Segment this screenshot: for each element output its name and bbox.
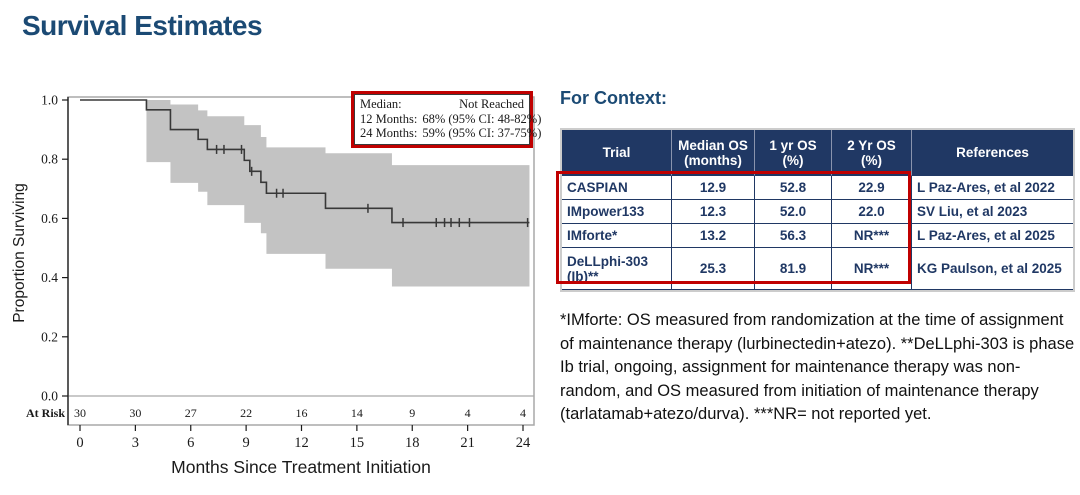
y-axis-title: Proportion Surviving (11, 183, 28, 323)
table-cell: DeLLphi-303 (Ib)** (562, 248, 672, 290)
x-tick-label: 18 (405, 435, 420, 451)
table-cell: 13.2 (672, 224, 755, 248)
x-tick-label: 6 (187, 435, 194, 451)
at-risk-label: At Risk (26, 406, 65, 420)
table-cell: IMforte* (562, 224, 672, 248)
y-tick-label: 0.4 (41, 270, 58, 285)
annotation-value: 59% (95% CI: 37-75%) (422, 126, 542, 140)
annotation-label: Median: (360, 97, 402, 111)
at-risk-count: 16 (295, 406, 307, 420)
y-tick-label: 0.6 (41, 211, 58, 226)
at-risk-count: 4 (465, 406, 471, 420)
annotation-label: 24 Months: (360, 126, 418, 140)
at-risk-count: 4 (520, 406, 526, 420)
annotation-value: 68% (95% CI: 48-82%) (422, 111, 542, 126)
table-cell: 12.9 (672, 176, 755, 200)
x-tick-label: 15 (350, 435, 365, 451)
km-stats-annotation: Median: Not Reached 12 Months: 68% (95% … (351, 91, 541, 148)
table-cell: 22.9 (832, 176, 912, 200)
x-tick-label: 24 (516, 435, 531, 451)
table-cell: SV Liu, et al 2023 (912, 200, 1073, 224)
page-title: Survival Estimates (22, 10, 263, 41)
table-cell: 12.3 (672, 200, 755, 224)
x-tick-label: 3 (132, 435, 139, 451)
table-header-cell: 1 yr OS (%) (755, 130, 832, 176)
context-heading: For Context: (560, 88, 667, 108)
table-cell: 56.3 (755, 224, 832, 248)
table-header-cell: 2 Yr OS (%) (832, 130, 912, 176)
annotation-row-median: Median: Not Reached (360, 97, 524, 112)
footnote-text: *IMforte: OS measured from randomization… (560, 311, 1075, 423)
table-cell: NR*** (832, 248, 912, 290)
table-cell: 25.3 (672, 248, 755, 290)
table-cell: IMpower133 (562, 200, 672, 224)
annotation-label: 12 Months: (360, 111, 418, 126)
x-tick-label: 12 (294, 435, 309, 451)
table-header-cell: References (912, 130, 1073, 176)
y-tick-label: 0.2 (41, 329, 58, 344)
table-cell: NR*** (832, 224, 912, 248)
table-cell: 52.0 (755, 200, 832, 224)
x-axis-title: Months Since Treatment Initiation (171, 457, 431, 477)
x-tick-label: 0 (76, 435, 83, 451)
annotation-row-12mo: 12 Months: 68% (95% CI: 48-82%) (360, 111, 541, 127)
table-cell: 22.0 (832, 200, 912, 224)
y-tick-label: 0.0 (41, 389, 58, 404)
at-risk-count: 27 (185, 406, 197, 420)
table-cell: L Paz-Ares, et al 2025 (912, 224, 1073, 248)
survival-curve (80, 99, 530, 224)
table-cell: L Paz-Ares, et al 2022 (912, 176, 1073, 200)
at-risk-count: 9 (409, 406, 415, 420)
table-header-cell: Median OS (months) (672, 130, 755, 176)
table-header-cell: Trial (562, 130, 672, 176)
annotation-value: Not Reached (459, 97, 524, 111)
at-risk-count: 14 (351, 406, 363, 420)
table-cell: 52.8 (755, 176, 832, 200)
at-risk-count: 30 (129, 406, 141, 420)
y-tick-label: 0.8 (41, 152, 58, 167)
table-cell: KG Paulson, et al 2025 (912, 248, 1073, 290)
table-cell: 81.9 (755, 248, 832, 290)
context-table: Trial Median OS (months) 1 yr OS (%) 2 Yr O… (560, 128, 1075, 292)
x-tick-label: 21 (460, 435, 475, 451)
x-tick-label: 9 (242, 435, 249, 451)
at-risk-count: 22 (240, 406, 252, 420)
at-risk-count: 30 (74, 406, 86, 420)
km-survival-chart: 0.0 0.2 0.4 0.6 0.8 1.0 0 3 6 9 12 15 18 21 24 At Risk 3… (11, 93, 535, 477)
annotation-row-24mo: 24 Months: 59% (95% CI: 37-75%) (360, 126, 541, 141)
y-tick-label: 1.0 (41, 93, 58, 108)
table-cell: CASPIAN (562, 176, 672, 200)
